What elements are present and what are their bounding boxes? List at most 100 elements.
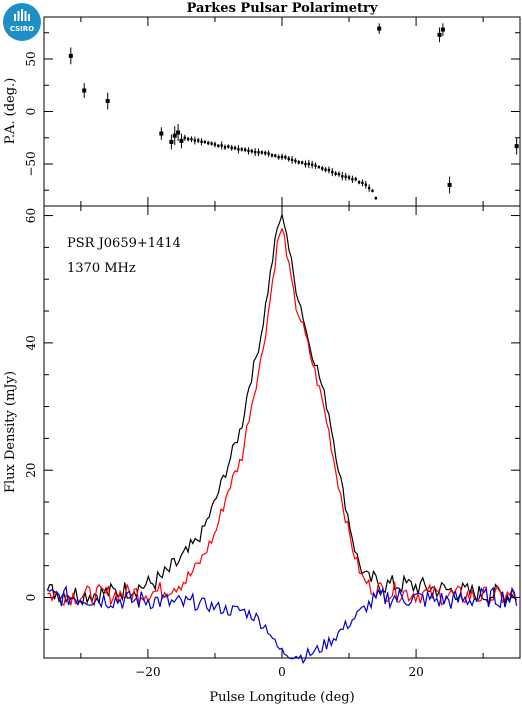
top-ytick-label: 50: [24, 51, 38, 66]
profile-series: [46, 214, 518, 665]
bottom-y-axis-label: Flux Density (mJy): [3, 371, 18, 493]
bottom-ytick-label: 0: [24, 594, 38, 602]
bottom-xtick-label: 0: [278, 665, 286, 679]
pa-point: [207, 141, 210, 145]
top-panel-frame: [43, 16, 521, 207]
pa-point: [514, 144, 519, 149]
pa-point: [183, 136, 186, 139]
chart-title: Parkes Pulsar Polarimetry: [187, 1, 378, 16]
pa-point: [367, 186, 371, 190]
pa-point: [243, 148, 247, 151]
pa-point: [304, 162, 307, 166]
pa-point: [300, 161, 304, 164]
pa-point: [193, 139, 197, 142]
pa-point: [351, 178, 354, 181]
pa-point: [240, 148, 243, 151]
csiro-logo-badge: [3, 3, 41, 41]
pa-point: [307, 162, 311, 166]
pa-point: [314, 164, 317, 167]
top-y-axis-label: P.A. (deg.): [3, 78, 18, 145]
pa-point: [210, 142, 213, 145]
pa-point: [68, 53, 73, 58]
pa-point: [274, 154, 277, 157]
pa-point: [253, 150, 257, 154]
pa-point: [327, 168, 331, 172]
pa-point: [447, 183, 452, 187]
pa-point: [354, 177, 357, 181]
profile-series-line: [46, 214, 517, 606]
top-ytick-label: −50: [24, 151, 38, 176]
pa-point: [264, 151, 267, 155]
pa-point: [334, 172, 337, 175]
top-panel-ticks: [44, 17, 520, 206]
csiro-logo-bars-icon: [14, 9, 30, 21]
pa-point: [357, 181, 361, 184]
pa-points: [68, 23, 519, 194]
pa-point: [190, 138, 193, 141]
pa-point: [347, 176, 351, 179]
pa-point: [317, 165, 321, 169]
pa-point: [247, 149, 250, 153]
pa-point: [374, 196, 378, 200]
pa-point: [294, 159, 297, 163]
pa-point: [250, 149, 254, 153]
bottom-xtick-label: 20: [408, 665, 423, 679]
bottom-panel-xtick-labels: −20 0 20: [135, 665, 423, 679]
bottom-xtick-label: −20: [135, 665, 160, 679]
pa-point: [324, 168, 327, 171]
pa-point: [290, 158, 294, 162]
profile-series-line: [47, 227, 518, 607]
pa-point: [105, 99, 110, 103]
pa-point: [186, 137, 190, 141]
pa-point: [200, 140, 203, 143]
pa-point: [277, 155, 280, 159]
pa-point: [260, 151, 264, 154]
bottom-ytick-label: 20: [24, 463, 38, 478]
pa-trend: [183, 134, 378, 200]
pa-point: [331, 170, 334, 174]
pa-point: [297, 161, 300, 164]
top-ytick-label: 0: [24, 108, 38, 116]
bottom-ytick-label: 40: [24, 335, 38, 350]
pa-point: [310, 163, 314, 166]
pa-point: [371, 189, 374, 192]
pa-point: [437, 32, 442, 37]
pa-point: [159, 131, 164, 136]
profile-series-line: [47, 585, 518, 665]
pa-point: [237, 148, 240, 151]
pa-point: [172, 133, 177, 138]
pa-point: [440, 27, 445, 32]
x-axis-label: Pulse Longitude (deg): [209, 690, 354, 705]
pa-point: [196, 139, 200, 142]
pa-point: [337, 172, 341, 176]
pa-point: [227, 145, 230, 148]
pa-point: [321, 167, 324, 170]
top-panel-ytick-labels: −50 0 50: [24, 51, 38, 176]
pa-point: [270, 154, 274, 157]
pa-point: [203, 140, 207, 144]
bottom-ytick-label: 60: [24, 208, 38, 223]
pa-point: [364, 183, 368, 186]
pa-point: [82, 88, 87, 93]
pa-point: [179, 138, 184, 143]
csiro-logo-text: CSIRO: [10, 25, 34, 33]
pa-point: [233, 146, 237, 150]
pa-point: [280, 155, 284, 159]
pa-point: [217, 144, 220, 148]
pa-point: [220, 144, 223, 147]
pa-point: [361, 181, 364, 185]
pulsar-name-annotation: PSR J0659+1414: [67, 236, 181, 251]
frequency-annotation: 1370 MHz: [67, 261, 136, 276]
pa-point: [341, 174, 344, 178]
pa-point: [377, 26, 382, 31]
pa-point: [267, 152, 270, 155]
pa-point: [213, 143, 217, 146]
pa-point: [176, 130, 181, 135]
pa-point: [257, 151, 260, 154]
csiro-logo: CSIRO: [3, 3, 41, 41]
pa-point: [287, 157, 290, 161]
pa-point: [169, 139, 174, 144]
pa-point: [230, 146, 233, 150]
pa-point: [344, 175, 347, 178]
pa-point: [284, 156, 287, 159]
